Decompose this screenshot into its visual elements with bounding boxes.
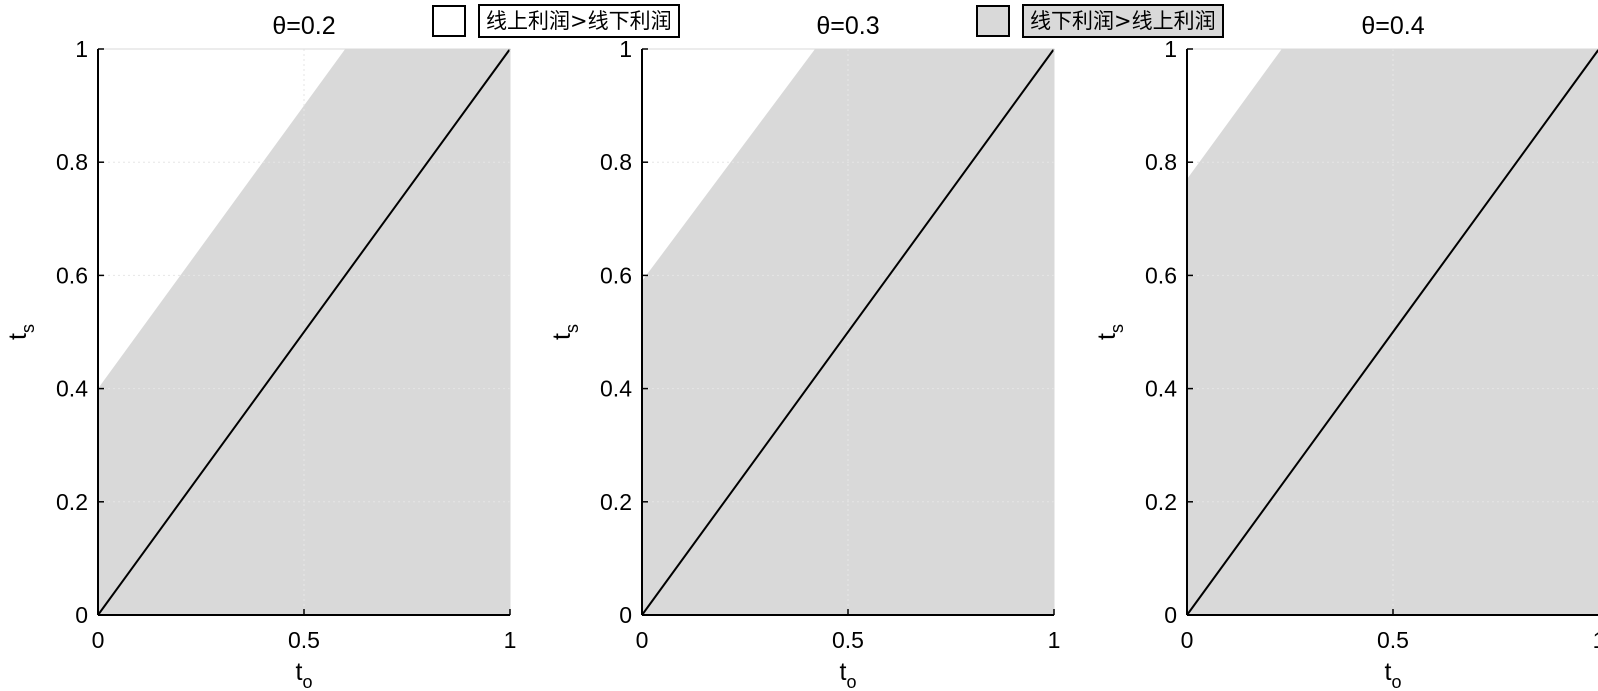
y-tick-label: 0.8 — [600, 149, 632, 175]
y-axis-label: ts — [548, 324, 582, 340]
x-axis-label: to — [296, 658, 313, 691]
y-tick-label: 0.4 — [56, 376, 88, 402]
x-tick-label: 1 — [504, 627, 517, 653]
y-tick-label: 0.6 — [1145, 262, 1177, 288]
y-axis-label: ts — [4, 324, 38, 340]
x-axis-label: to — [840, 658, 857, 691]
y-tick-label: 0.8 — [56, 149, 88, 175]
y-tick-label: 0 — [619, 602, 632, 628]
x-tick-label: 0.5 — [288, 627, 320, 653]
diagonal-line — [1186, 48, 1598, 616]
chart-title: θ=0.4 — [1361, 12, 1424, 40]
x-tick-label: 0 — [1181, 627, 1194, 653]
y-tick-label: 0.4 — [600, 376, 632, 402]
y-axis-label: ts — [1093, 324, 1127, 340]
legend-swatch-offline — [976, 5, 1010, 37]
x-tick-label: 0.5 — [1377, 627, 1409, 653]
legend-label-online: 线上利润>线下利润 — [478, 4, 680, 38]
legend-swatch-online — [432, 5, 466, 37]
y-tick-label: 0 — [1164, 602, 1177, 628]
y-tick-label: 0.8 — [1145, 149, 1177, 175]
y-tick-label: 0.2 — [56, 489, 88, 515]
x-tick-label: 1 — [1593, 627, 1598, 653]
y-tick-label: 0.6 — [56, 262, 88, 288]
x-axis-label: to — [1385, 658, 1402, 691]
y-tick-label: 0.4 — [1145, 376, 1177, 402]
y-tick-label: 1 — [75, 36, 88, 62]
legend-item-offline: 线下利润>线上利润 — [976, 4, 1224, 38]
y-tick-label: 1 — [619, 36, 632, 62]
y-tick-label: 0.6 — [600, 262, 632, 288]
diagonal-line — [97, 48, 511, 616]
chart-panel-2: 0 0.2 0.4 0.6 0.8 1 0 0.5 1 θ=0.3 to ts — [548, 12, 1060, 691]
diagonal-line — [641, 48, 1055, 616]
chart-title: θ=0.3 — [816, 12, 879, 40]
x-tick-label: 0 — [92, 627, 105, 653]
chart-panel-3: 0 0.2 0.4 0.6 0.8 1 0 0.5 1 θ=0.4 to ts — [1093, 12, 1598, 691]
y-tick-label: 0.2 — [600, 489, 632, 515]
y-tick-label: 1 — [1164, 36, 1177, 62]
chart-panel-1: 0 0.2 0.4 0.6 0.8 1 0 0.5 1 θ=0.2 to ts — [4, 12, 516, 691]
x-tick-label: 0.5 — [832, 627, 864, 653]
legend-item-online: 线上利润>线下利润 — [432, 4, 680, 38]
legend-label-offline: 线下利润>线上利润 — [1022, 4, 1224, 38]
x-tick-label: 1 — [1048, 627, 1061, 653]
y-tick-label: 0 — [75, 602, 88, 628]
x-tick-label: 0 — [636, 627, 649, 653]
chart-title: θ=0.2 — [272, 12, 335, 40]
y-tick-label: 0.2 — [1145, 489, 1177, 515]
